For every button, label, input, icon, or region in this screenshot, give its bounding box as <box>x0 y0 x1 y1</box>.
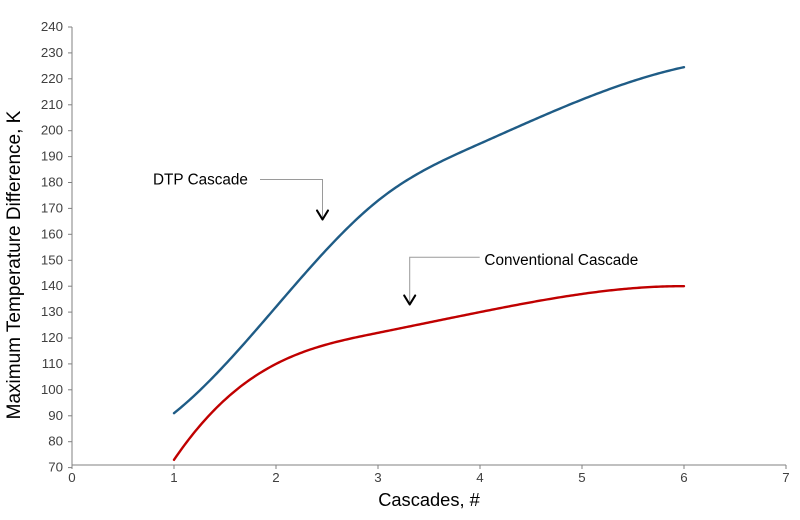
svg-text:5: 5 <box>578 470 585 485</box>
svg-text:220: 220 <box>41 71 63 86</box>
svg-text:170: 170 <box>41 200 63 215</box>
svg-text:90: 90 <box>48 408 63 423</box>
svg-text:190: 190 <box>41 149 63 164</box>
svg-text:100: 100 <box>41 382 63 397</box>
svg-text:120: 120 <box>41 330 63 345</box>
svg-text:Conventional Cascade: Conventional Cascade <box>484 252 638 269</box>
svg-text:160: 160 <box>41 226 63 241</box>
svg-text:110: 110 <box>42 356 63 371</box>
svg-text:DTP Cascade: DTP Cascade <box>153 172 248 189</box>
svg-text:230: 230 <box>41 45 63 60</box>
svg-text:80: 80 <box>48 434 63 449</box>
svg-text:1: 1 <box>170 470 177 485</box>
svg-text:4: 4 <box>476 470 483 485</box>
svg-text:Cascades, #: Cascades, # <box>378 489 480 510</box>
svg-text:Maximum Temperature Difference: Maximum Temperature Difference, K <box>4 110 25 419</box>
svg-text:210: 210 <box>41 97 63 112</box>
svg-text:3: 3 <box>374 470 381 485</box>
svg-text:6: 6 <box>680 470 687 485</box>
svg-text:130: 130 <box>41 304 63 319</box>
svg-text:70: 70 <box>48 460 63 475</box>
svg-text:200: 200 <box>41 123 63 138</box>
svg-text:140: 140 <box>41 278 63 293</box>
svg-text:7: 7 <box>782 470 789 485</box>
svg-text:150: 150 <box>41 252 63 267</box>
svg-text:240: 240 <box>41 19 63 34</box>
svg-text:180: 180 <box>41 175 63 190</box>
svg-text:2: 2 <box>272 470 279 485</box>
svg-text:0: 0 <box>68 470 75 485</box>
